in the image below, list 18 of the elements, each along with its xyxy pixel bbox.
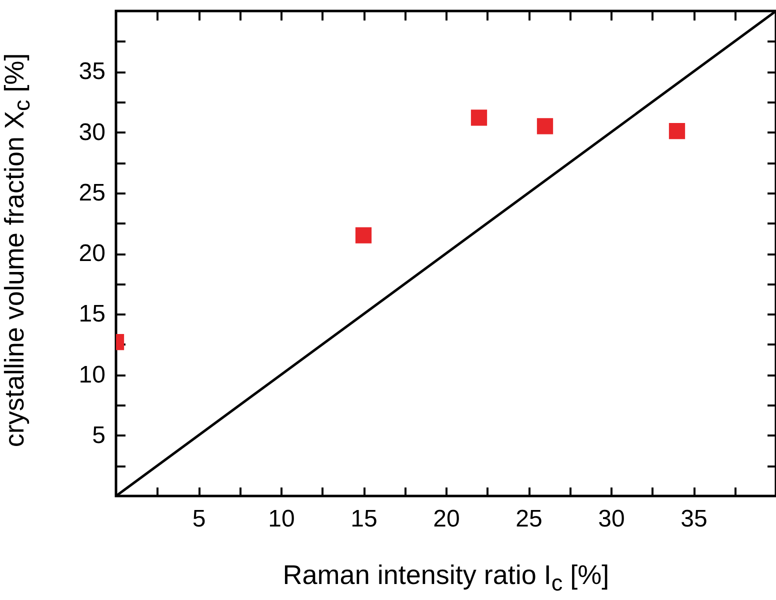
- x-tick-label: 30: [598, 506, 625, 532]
- x-tick-label: 25: [516, 506, 542, 532]
- x-tick-label: 10: [268, 506, 295, 532]
- x-tick-label: 5: [192, 506, 206, 532]
- y-tick-label: 35: [78, 58, 106, 86]
- point: [668, 122, 686, 140]
- y-tick-label: 15: [78, 300, 106, 328]
- x-tick-label: 35: [680, 506, 708, 532]
- y-tick-label: 30: [78, 118, 106, 146]
- y-tick-label: 20: [78, 240, 106, 267]
- x-tick-label: 15: [350, 506, 378, 532]
- point: [536, 118, 554, 134]
- y-tick-label: 5: [92, 422, 106, 449]
- x-tick-label: 20: [433, 506, 460, 532]
- x-axis-title: Raman intensity ratio I$_{c}$ [%]: [282, 560, 610, 596]
- y-tick-label: 25: [78, 179, 106, 206]
- y-tick-label: 10: [78, 361, 106, 388]
- point: [470, 110, 488, 126]
